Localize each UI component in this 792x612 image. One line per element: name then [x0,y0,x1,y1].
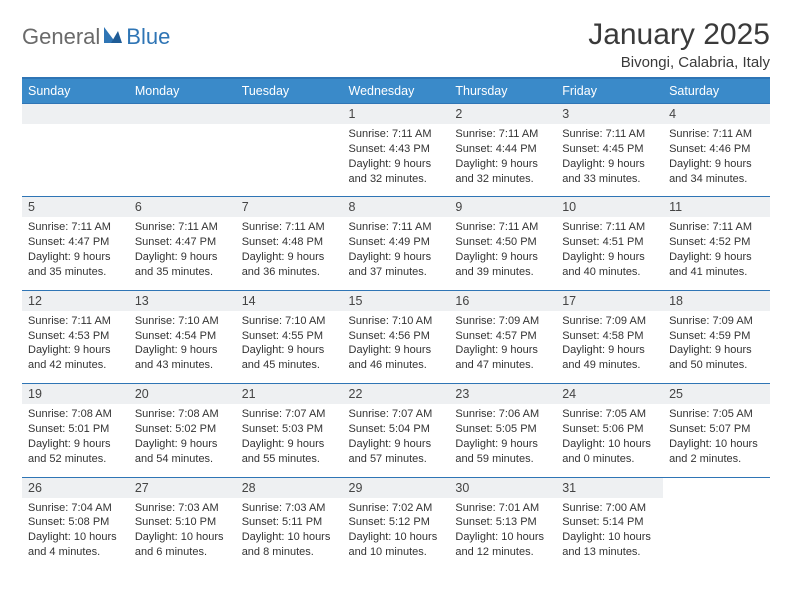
weekday-sun: Sunday [22,79,129,104]
day-number: 7 [236,197,343,218]
day-number: 9 [449,197,556,218]
day-number: 13 [129,290,236,311]
day-cell: Sunrise: 7:11 AMSunset: 4:45 PMDaylight:… [556,124,663,197]
day-number: 3 [556,104,663,125]
day-body-row: Sunrise: 7:04 AMSunset: 5:08 PMDaylight:… [22,498,770,570]
day-number [129,104,236,125]
day-number: 12 [22,290,129,311]
logo-sail-icon [102,25,124,50]
day-body-row: Sunrise: 7:11 AMSunset: 4:53 PMDaylight:… [22,311,770,384]
location-label: Bivongi, Calabria, Italy [588,54,770,71]
day-cell: Sunrise: 7:10 AMSunset: 4:54 PMDaylight:… [129,311,236,384]
day-body-row: Sunrise: 7:11 AMSunset: 4:47 PMDaylight:… [22,217,770,290]
logo-text-blue: Blue [126,24,170,50]
day-number: 6 [129,197,236,218]
day-number: 16 [449,290,556,311]
day-number: 5 [22,197,129,218]
day-number: 11 [663,197,770,218]
day-cell: Sunrise: 7:07 AMSunset: 5:04 PMDaylight:… [343,404,450,477]
day-cell: Sunrise: 7:11 AMSunset: 4:51 PMDaylight:… [556,217,663,290]
day-number: 19 [22,384,129,405]
page-header: General Blue January 2025 Bivongi, Calab… [22,18,770,71]
logo: General Blue [22,18,170,50]
day-cell: Sunrise: 7:11 AMSunset: 4:43 PMDaylight:… [343,124,450,197]
day-number [663,477,770,498]
day-cell: Sunrise: 7:05 AMSunset: 5:06 PMDaylight:… [556,404,663,477]
day-cell: Sunrise: 7:00 AMSunset: 5:14 PMDaylight:… [556,498,663,570]
day-cell: Sunrise: 7:10 AMSunset: 4:56 PMDaylight:… [343,311,450,384]
day-number: 4 [663,104,770,125]
day-number: 2 [449,104,556,125]
day-number: 25 [663,384,770,405]
day-cell: Sunrise: 7:09 AMSunset: 4:58 PMDaylight:… [556,311,663,384]
day-cell: Sunrise: 7:11 AMSunset: 4:49 PMDaylight:… [343,217,450,290]
month-title: January 2025 [588,18,770,52]
day-number: 30 [449,477,556,498]
day-number [236,104,343,125]
day-number: 22 [343,384,450,405]
day-number: 29 [343,477,450,498]
day-number: 24 [556,384,663,405]
day-number [22,104,129,125]
daynum-row: 26 27 28 29 30 31 [22,477,770,498]
day-cell: Sunrise: 7:01 AMSunset: 5:13 PMDaylight:… [449,498,556,570]
day-number: 18 [663,290,770,311]
day-cell [22,124,129,197]
day-cell: Sunrise: 7:11 AMSunset: 4:47 PMDaylight:… [129,217,236,290]
day-number: 1 [343,104,450,125]
day-number: 20 [129,384,236,405]
weekday-thu: Thursday [449,79,556,104]
day-cell: Sunrise: 7:04 AMSunset: 5:08 PMDaylight:… [22,498,129,570]
day-body-row: Sunrise: 7:11 AMSunset: 4:43 PMDaylight:… [22,124,770,197]
calendar-table: Sunday Monday Tuesday Wednesday Thursday… [22,79,770,570]
day-number: 27 [129,477,236,498]
day-number: 23 [449,384,556,405]
day-number: 31 [556,477,663,498]
day-cell: Sunrise: 7:03 AMSunset: 5:10 PMDaylight:… [129,498,236,570]
calendar-page: General Blue January 2025 Bivongi, Calab… [0,0,792,570]
title-block: January 2025 Bivongi, Calabria, Italy [588,18,770,71]
day-number: 21 [236,384,343,405]
day-cell: Sunrise: 7:11 AMSunset: 4:47 PMDaylight:… [22,217,129,290]
weekday-sat: Saturday [663,79,770,104]
daynum-row: 19 20 21 22 23 24 25 [22,384,770,405]
day-number: 26 [22,477,129,498]
weekday-mon: Monday [129,79,236,104]
day-number: 8 [343,197,450,218]
day-cell: Sunrise: 7:08 AMSunset: 5:01 PMDaylight:… [22,404,129,477]
day-cell [129,124,236,197]
day-number: 10 [556,197,663,218]
logo-text-general: General [22,24,100,50]
daynum-row: 5 6 7 8 9 10 11 [22,197,770,218]
daynum-row: 1 2 3 4 [22,104,770,125]
day-cell: Sunrise: 7:11 AMSunset: 4:44 PMDaylight:… [449,124,556,197]
day-cell: Sunrise: 7:10 AMSunset: 4:55 PMDaylight:… [236,311,343,384]
day-cell: Sunrise: 7:06 AMSunset: 5:05 PMDaylight:… [449,404,556,477]
day-cell: Sunrise: 7:07 AMSunset: 5:03 PMDaylight:… [236,404,343,477]
day-number: 14 [236,290,343,311]
day-number: 17 [556,290,663,311]
day-number: 28 [236,477,343,498]
weekday-header-row: Sunday Monday Tuesday Wednesday Thursday… [22,79,770,104]
day-cell: Sunrise: 7:11 AMSunset: 4:52 PMDaylight:… [663,217,770,290]
daynum-row: 12 13 14 15 16 17 18 [22,290,770,311]
day-cell: Sunrise: 7:11 AMSunset: 4:53 PMDaylight:… [22,311,129,384]
day-cell: Sunrise: 7:08 AMSunset: 5:02 PMDaylight:… [129,404,236,477]
day-cell: Sunrise: 7:09 AMSunset: 4:57 PMDaylight:… [449,311,556,384]
day-cell: Sunrise: 7:11 AMSunset: 4:50 PMDaylight:… [449,217,556,290]
day-body-row: Sunrise: 7:08 AMSunset: 5:01 PMDaylight:… [22,404,770,477]
day-cell [236,124,343,197]
day-cell: Sunrise: 7:02 AMSunset: 5:12 PMDaylight:… [343,498,450,570]
weekday-wed: Wednesday [343,79,450,104]
day-cell [663,498,770,570]
day-cell: Sunrise: 7:11 AMSunset: 4:46 PMDaylight:… [663,124,770,197]
weekday-fri: Friday [556,79,663,104]
day-number: 15 [343,290,450,311]
day-cell: Sunrise: 7:11 AMSunset: 4:48 PMDaylight:… [236,217,343,290]
day-cell: Sunrise: 7:05 AMSunset: 5:07 PMDaylight:… [663,404,770,477]
day-cell: Sunrise: 7:09 AMSunset: 4:59 PMDaylight:… [663,311,770,384]
day-cell: Sunrise: 7:03 AMSunset: 5:11 PMDaylight:… [236,498,343,570]
weekday-tue: Tuesday [236,79,343,104]
